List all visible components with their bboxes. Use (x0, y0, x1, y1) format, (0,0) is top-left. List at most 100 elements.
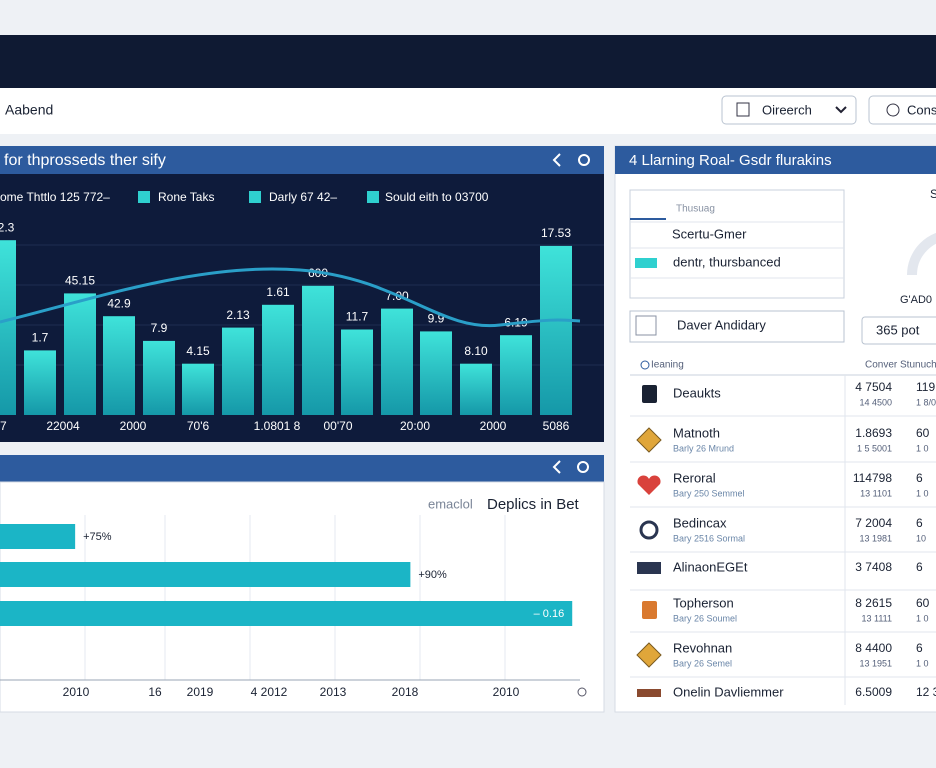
row-name: Deaukts (673, 385, 721, 400)
bar-label: 4.15 (186, 344, 210, 358)
back-icon[interactable] (552, 153, 561, 167)
row-value-note: 13 1981 (859, 533, 892, 543)
list-box (629, 189, 845, 299)
list-item: dentr, thursbanced (673, 254, 781, 269)
button-icon (886, 103, 900, 117)
bar-label: +90% (418, 569, 447, 581)
legend-label: Sould eith to 03700 (385, 190, 489, 204)
badge[interactable] (861, 316, 936, 345)
input[interactable] (629, 310, 845, 343)
panel-header (0, 146, 604, 174)
badge-text: 365 pot (876, 322, 920, 337)
bar (341, 329, 373, 415)
header-icon (640, 360, 650, 370)
gauge-title: S (930, 187, 936, 201)
bar (302, 285, 334, 415)
row-icon (639, 520, 659, 540)
button[interactable] (868, 95, 936, 125)
legend-label: Darly 67 42– (269, 190, 337, 204)
settings-icon[interactable] (578, 154, 590, 166)
row-change: 6 (916, 641, 923, 655)
row-change: 60 (916, 596, 930, 610)
gauge (907, 232, 936, 276)
row-note: Bary 250 Semmel (673, 488, 745, 498)
row-value: 8 2615 (855, 596, 892, 610)
x-label: 2000 (480, 419, 507, 433)
legend-swatch (249, 191, 261, 203)
row-value: 4 7504 (855, 380, 892, 394)
dropdown-icon (736, 102, 750, 117)
bar-label: 1.61 (266, 285, 290, 299)
bar (460, 363, 492, 415)
input-text: Daver Andidary (677, 317, 766, 332)
bar-label: +75% (83, 531, 112, 543)
bar (24, 350, 56, 415)
bar-label: – 0.16 (534, 608, 565, 620)
x-label: 2010 (63, 685, 90, 699)
x-label: 2000 (120, 419, 147, 433)
grid (84, 515, 506, 680)
row-change-note: 1 0 (916, 658, 929, 668)
bar-label: 45.15 (65, 274, 95, 288)
x-label: 2013 (320, 685, 347, 699)
checkbox[interactable] (635, 315, 657, 336)
bar (143, 340, 175, 415)
bar-label: 2.3 (0, 220, 15, 234)
x-label: 2018 (392, 685, 419, 699)
bar (381, 308, 413, 415)
row-change: 119 (916, 380, 935, 394)
row-change-note: 1 8/0 (916, 397, 936, 407)
x-label: 2010 (493, 685, 520, 699)
row-change-note: 1 0 (916, 488, 929, 498)
bar-label: 17.53 (541, 226, 571, 240)
panel-header (615, 146, 936, 174)
column-header: Conver Stunuch (865, 360, 936, 371)
row-icon (642, 601, 657, 619)
x-label: 22004 (46, 419, 80, 433)
row-note: Bary 26 Semel (673, 658, 732, 668)
panel-subtitle: emaclol (428, 496, 473, 511)
x-label: 4 2012 (251, 685, 288, 699)
bar (222, 327, 254, 415)
row-name: Onelin Davliemmer (673, 684, 784, 699)
row-value: 1.8693 (855, 426, 892, 440)
row-icon (637, 562, 661, 574)
row-name: Bedincax (673, 515, 727, 530)
row-icon (636, 427, 662, 453)
row-change: 12 3 (916, 685, 936, 699)
axis-icon (577, 687, 587, 697)
bar-label: 7.9 (151, 321, 168, 335)
row-name: Revohnan (673, 640, 732, 655)
dropdown[interactable] (721, 95, 857, 125)
bar-label: 1.7 (32, 331, 49, 345)
swatch (635, 258, 657, 268)
x-label: 70'6 (187, 419, 210, 433)
dropdown-label: Oireerch (762, 102, 812, 117)
settings-icon[interactable] (577, 461, 589, 473)
row-value-note: 13 1101 (860, 488, 892, 498)
row-value: 3 7408 (855, 560, 892, 574)
brand: Aabend (5, 102, 53, 118)
x-label: 1.0801 8 (254, 419, 301, 433)
row-note: Bary 26 Soumel (673, 613, 737, 623)
panel-header (0, 455, 604, 482)
row-change: 6 (916, 516, 923, 530)
row-value-note: 13 1951 (859, 658, 892, 668)
panel-body (0, 481, 605, 713)
bar-label: 2.13 (226, 308, 250, 322)
row-note: Bary 2516 Sormal (673, 533, 745, 543)
bar-label: 8.10 (464, 344, 488, 358)
x-label: 7 (0, 419, 7, 433)
row-name: Matnoth (673, 425, 720, 440)
x-label: 20:00 (400, 419, 430, 433)
x-label: 16 (148, 685, 162, 699)
x-label: 00'70 (324, 419, 353, 433)
row-change: 6 (916, 471, 923, 485)
bar (540, 245, 572, 415)
gauge-label: G'AD0 (900, 294, 932, 306)
back-icon[interactable] (552, 460, 561, 474)
row-name: Topherson (673, 595, 734, 610)
bar (0, 240, 16, 415)
